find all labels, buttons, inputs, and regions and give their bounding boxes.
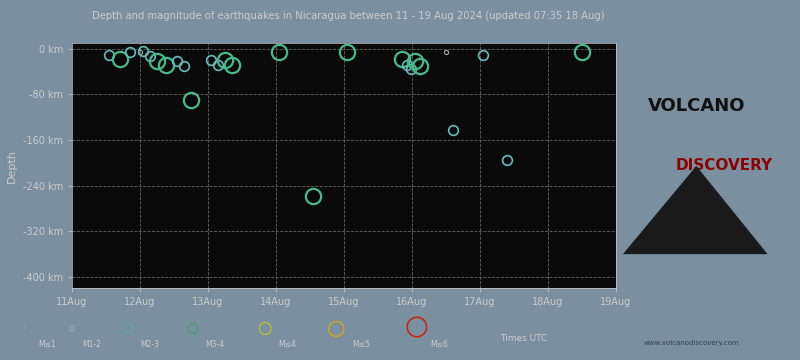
Text: ○: ○ xyxy=(404,315,428,341)
Text: M≤4: M≤4 xyxy=(278,340,296,349)
Text: ○: ○ xyxy=(186,321,198,334)
Text: ○: ○ xyxy=(257,319,271,337)
Text: M≤1: M≤1 xyxy=(38,340,56,349)
Text: M≤5: M≤5 xyxy=(352,340,370,349)
Text: M1-2: M1-2 xyxy=(82,340,102,349)
Text: ○: ○ xyxy=(326,318,346,338)
Text: DISCOVERY: DISCOVERY xyxy=(676,158,773,174)
Text: M2-3: M2-3 xyxy=(140,340,159,349)
Text: ○: ○ xyxy=(22,325,26,330)
Text: M3-4: M3-4 xyxy=(205,340,224,349)
Text: www.volcanodiscovery.com: www.volcanodiscovery.com xyxy=(644,340,740,346)
Text: Times UTC: Times UTC xyxy=(500,334,547,343)
Text: M≤6: M≤6 xyxy=(430,340,448,349)
Text: ○: ○ xyxy=(69,325,75,330)
Text: Depth and magnitude of earthquakes in Nicaragua between 11 - 19 Aug 2024 (update: Depth and magnitude of earthquakes in Ni… xyxy=(92,11,604,21)
Y-axis label: Depth: Depth xyxy=(7,149,17,183)
Text: VOLCANO: VOLCANO xyxy=(647,97,745,115)
Text: ○: ○ xyxy=(123,323,133,333)
Polygon shape xyxy=(623,166,768,254)
